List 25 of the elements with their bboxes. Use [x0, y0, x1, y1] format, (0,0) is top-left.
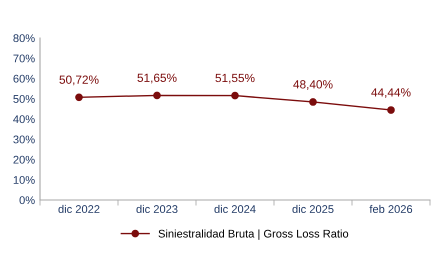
y-tick-label: 60%: [13, 74, 35, 83]
x-tick-label: dic 2025: [292, 204, 334, 214]
y-tick-label: 20%: [13, 156, 35, 164]
x-tick-label: dic 2023: [136, 204, 178, 214]
y-tick-label: 40%: [13, 115, 35, 124]
y-tick-label: 10%: [14, 176, 35, 184]
x-tick-label: dic 2024: [214, 204, 256, 214]
data-label: 44,44%: [371, 88, 411, 98]
x-tick-label: feb 2026: [370, 204, 412, 214]
legend-label: Siniestralidad Bruta | Gross Loss Ratio: [158, 229, 348, 240]
data-label: 51,65%: [137, 74, 177, 84]
point: [309, 98, 317, 106]
y-tick-label: 70%: [13, 54, 35, 62]
y-tick-label: 80%: [13, 34, 35, 42]
point: [153, 92, 161, 100]
y-tick-label: 0%: [20, 196, 35, 204]
y-tick-label: 50%: [13, 95, 35, 103]
data-label: 50,72%: [59, 75, 99, 86]
y-tick-label: 30%: [13, 136, 35, 144]
x-tick-label: dic 2022: [58, 204, 100, 214]
point: [231, 92, 239, 100]
point: [75, 93, 83, 102]
data-label: 51,55%: [215, 74, 255, 84]
data-label: 48,40%: [293, 80, 333, 90]
point: [387, 106, 395, 114]
